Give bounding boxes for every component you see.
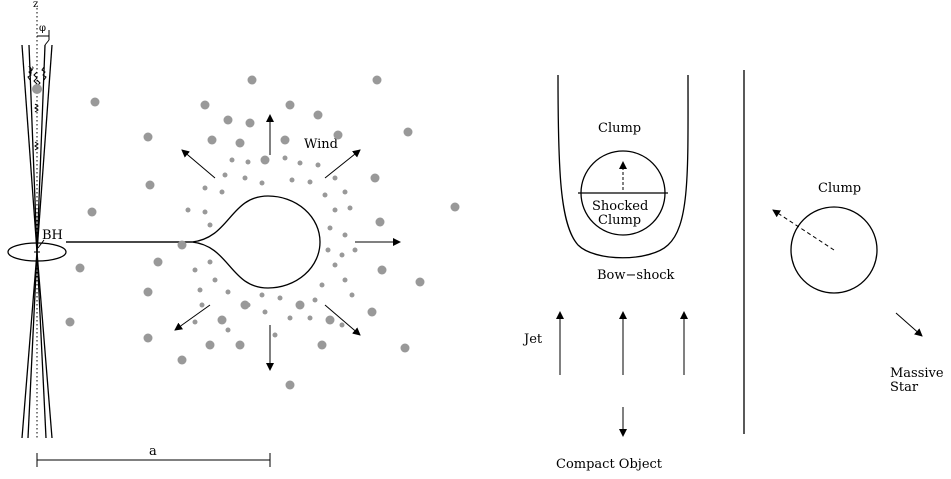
side-clump bbox=[790, 206, 878, 294]
accretion-disc bbox=[7, 242, 67, 262]
gamma-ray-emission bbox=[27, 66, 47, 151]
right-panel: Clump Shocked Clump Bow−shock Jet Compac… bbox=[522, 70, 944, 472]
compact-object-label: Compact Object bbox=[556, 457, 663, 472]
jet-arrows bbox=[556, 311, 688, 375]
separation-bar bbox=[36, 453, 271, 467]
wind-arrows bbox=[174, 114, 401, 371]
jet-clump bbox=[32, 84, 42, 94]
shocked-clump-label: Clump bbox=[598, 213, 641, 228]
bow-shock-label: Bow−shock bbox=[597, 268, 675, 283]
separation-label: a bbox=[149, 444, 157, 459]
massive-star-label: Massive bbox=[890, 366, 944, 381]
left-panel: z φ γ BH bbox=[7, 0, 460, 467]
star-label: Star bbox=[890, 380, 919, 395]
wind-clumps-large bbox=[65, 75, 460, 390]
clump-label: Clump bbox=[598, 121, 641, 136]
bh-label: BH bbox=[42, 228, 63, 243]
shocked-label: Shocked bbox=[592, 199, 648, 214]
wind-label: Wind bbox=[304, 137, 338, 152]
phi-label: φ bbox=[39, 23, 46, 34]
jet-label: Jet bbox=[522, 332, 543, 347]
accretion-stream-star bbox=[66, 195, 321, 289]
side-clump-arrow bbox=[772, 209, 835, 251]
bow-shock bbox=[557, 74, 689, 259]
side-clump-label: Clump bbox=[818, 181, 861, 196]
gamma-label: γ bbox=[28, 64, 34, 75]
wind-clumps-small bbox=[185, 155, 358, 338]
jet-cone bbox=[21, 44, 53, 439]
z-axis-label: z bbox=[33, 0, 38, 10]
massive-star-arrow bbox=[895, 312, 923, 337]
